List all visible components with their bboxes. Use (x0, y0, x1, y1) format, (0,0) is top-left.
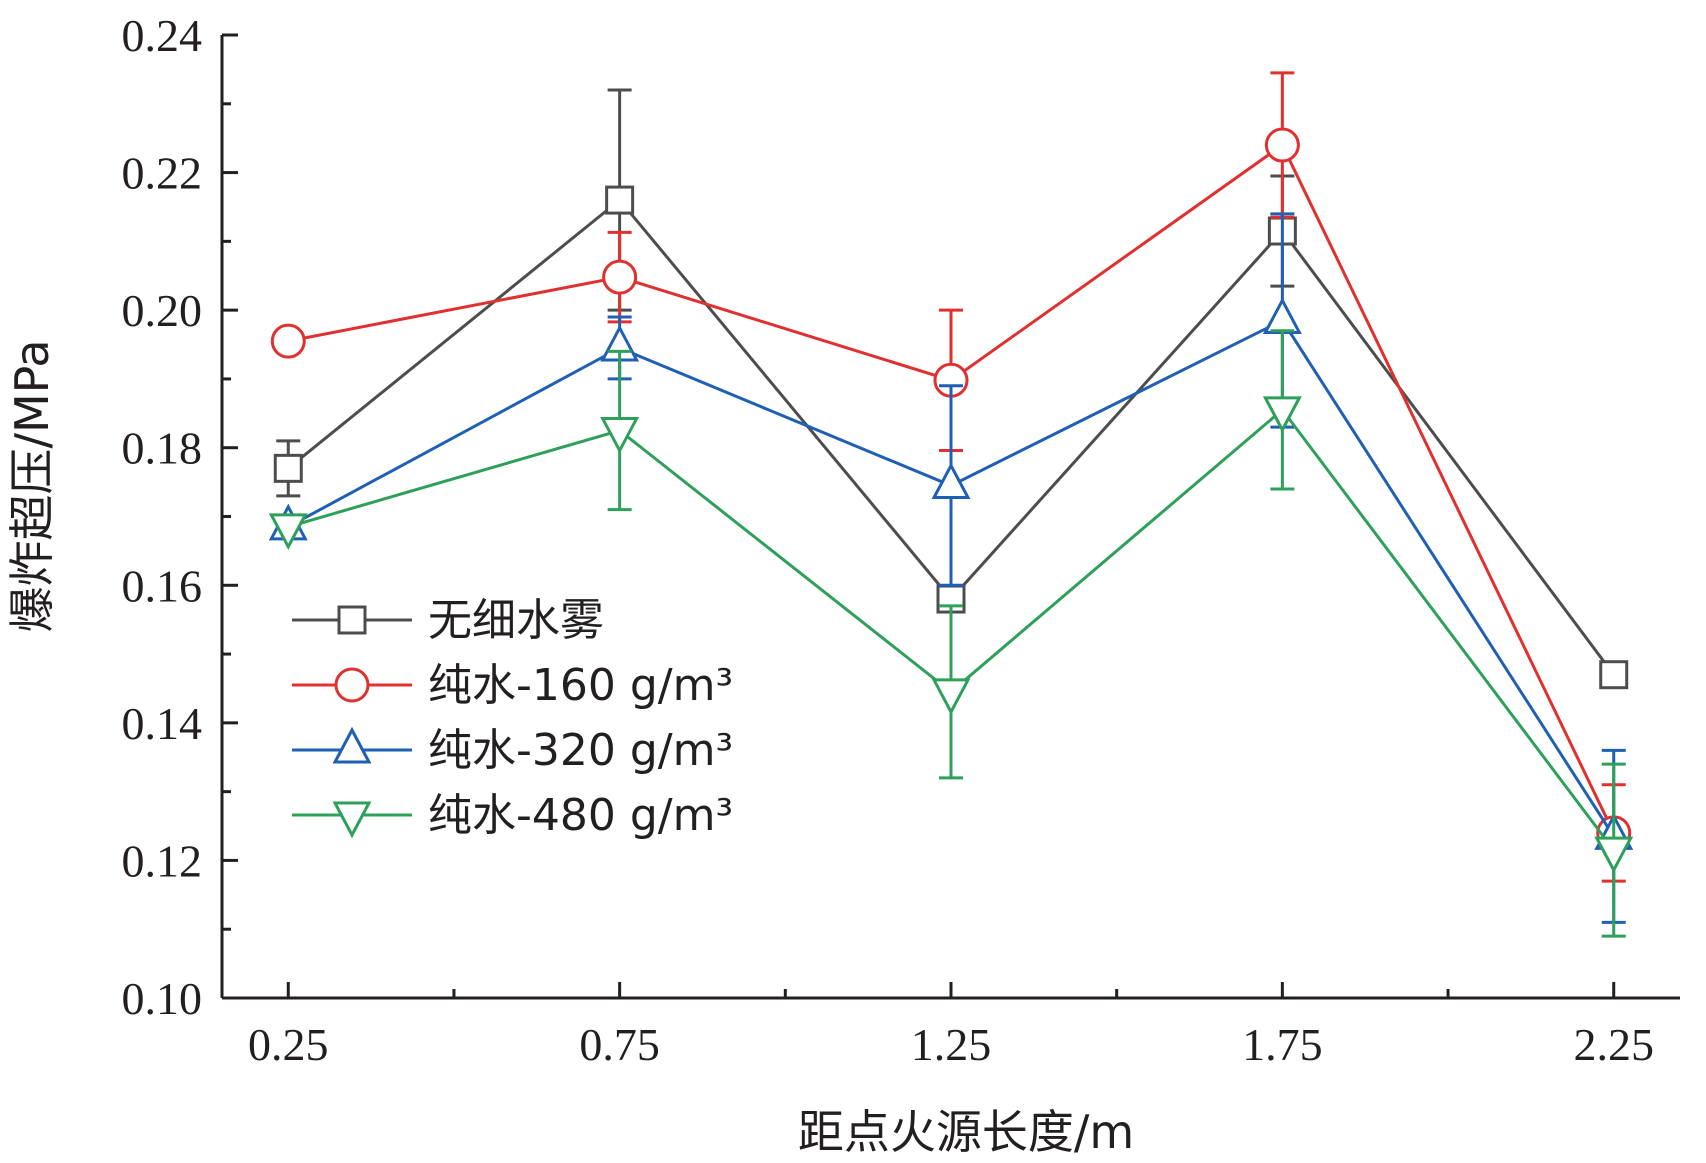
data-point (600, 417, 640, 454)
x-axis-title: 距点火源长度/m (798, 1105, 1134, 1159)
series-4 (268, 329, 1634, 938)
axes: 0.10 0.12 0.14 0.16 0.18 0.20 0.22 0.24 0.25 0.75… (122, 10, 1680, 1070)
y-tick-label: 0.12 (122, 835, 203, 886)
y-tick-label: 0.18 (122, 423, 203, 474)
series-2 (270, 71, 1632, 883)
x-tick-label: 2.25 (1573, 1019, 1654, 1070)
data-point (931, 462, 971, 500)
plot-area (268, 71, 1634, 938)
x-tick-label: 0.25 (248, 1019, 329, 1070)
legend-item-4: 纯水-480 g/m³ (292, 790, 733, 841)
legend-item-2: 纯水-160 g/m³ (292, 660, 733, 711)
legend-marker (332, 726, 372, 764)
data-point (1594, 836, 1634, 874)
y-axis-title: 爆炸超压/MPa (5, 339, 59, 632)
legend-marker (337, 605, 367, 635)
data-point (1599, 660, 1629, 690)
legend-item-1: 无细水雾 (292, 595, 604, 646)
x-tick-label: 0.75 (579, 1019, 660, 1070)
data-point (1262, 297, 1302, 334)
y-tick-label: 0.20 (122, 285, 203, 336)
y-tick-label: 0.16 (122, 560, 203, 611)
legend-label: 纯水-320 g/m³ (428, 725, 733, 776)
legend-label: 纯水-160 g/m³ (428, 660, 733, 711)
data-point (1264, 127, 1300, 163)
legend-item-3: 纯水-320 g/m³ (292, 725, 733, 776)
legend-marker (334, 667, 370, 703)
y-tick-label: 0.14 (122, 698, 203, 749)
x-tick-label: 1.75 (1242, 1019, 1323, 1070)
legend-label: 纯水-480 g/m³ (428, 790, 733, 841)
data-point (270, 323, 306, 359)
data-point (1262, 396, 1302, 434)
legend-marker (332, 801, 372, 839)
data-point (273, 453, 303, 483)
data-point (931, 678, 971, 716)
data-point (268, 513, 308, 551)
legend-label: 无细水雾 (428, 595, 604, 646)
y-tick-label: 0.22 (122, 148, 203, 199)
data-point (602, 259, 638, 295)
data-point (605, 185, 635, 215)
x-tick-label: 1.25 (911, 1019, 992, 1070)
y-tick-label: 0.24 (122, 10, 203, 61)
y-tick-label: 0.10 (122, 973, 203, 1024)
